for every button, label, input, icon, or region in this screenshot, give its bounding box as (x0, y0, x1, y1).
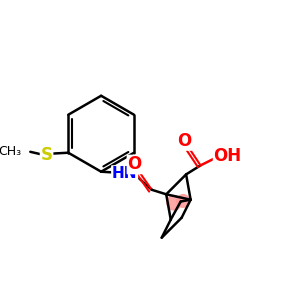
Text: HN: HN (112, 166, 137, 181)
Text: OH: OH (214, 147, 242, 165)
Text: CH₃: CH₃ (0, 145, 21, 158)
Text: O: O (177, 132, 191, 150)
Text: O: O (128, 155, 142, 173)
Circle shape (177, 195, 189, 207)
Text: S: S (40, 146, 52, 164)
Circle shape (167, 196, 181, 210)
